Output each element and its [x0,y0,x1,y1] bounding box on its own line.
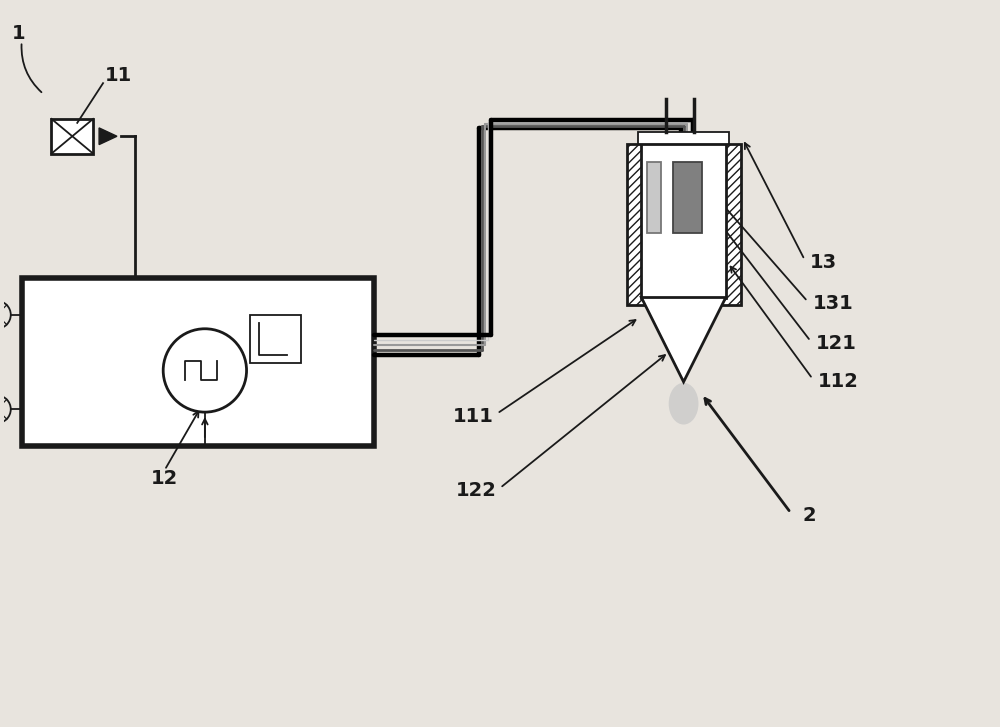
Bar [638,132,729,144]
Bar [22,278,374,446]
Polygon shape [641,297,726,382]
Circle shape [0,395,11,423]
Text: 13: 13 [810,253,837,272]
Text: 131: 131 [813,294,853,313]
Text: 1: 1 [12,25,25,44]
Text: 121: 121 [816,334,856,353]
Text: 111: 111 [452,406,493,425]
Polygon shape [99,128,117,145]
Ellipse shape [669,383,698,425]
Circle shape [0,301,11,329]
Text: 112: 112 [818,371,858,391]
Text: 122: 122 [455,481,496,500]
Text: 12: 12 [151,469,178,488]
Bar [627,144,741,305]
Text: 2: 2 [803,506,816,525]
Bar [647,161,661,233]
Circle shape [163,329,247,412]
Bar [51,119,93,153]
Bar [641,144,726,297]
Bar [673,161,702,233]
Bar [250,315,301,363]
Text: 11: 11 [105,66,132,85]
